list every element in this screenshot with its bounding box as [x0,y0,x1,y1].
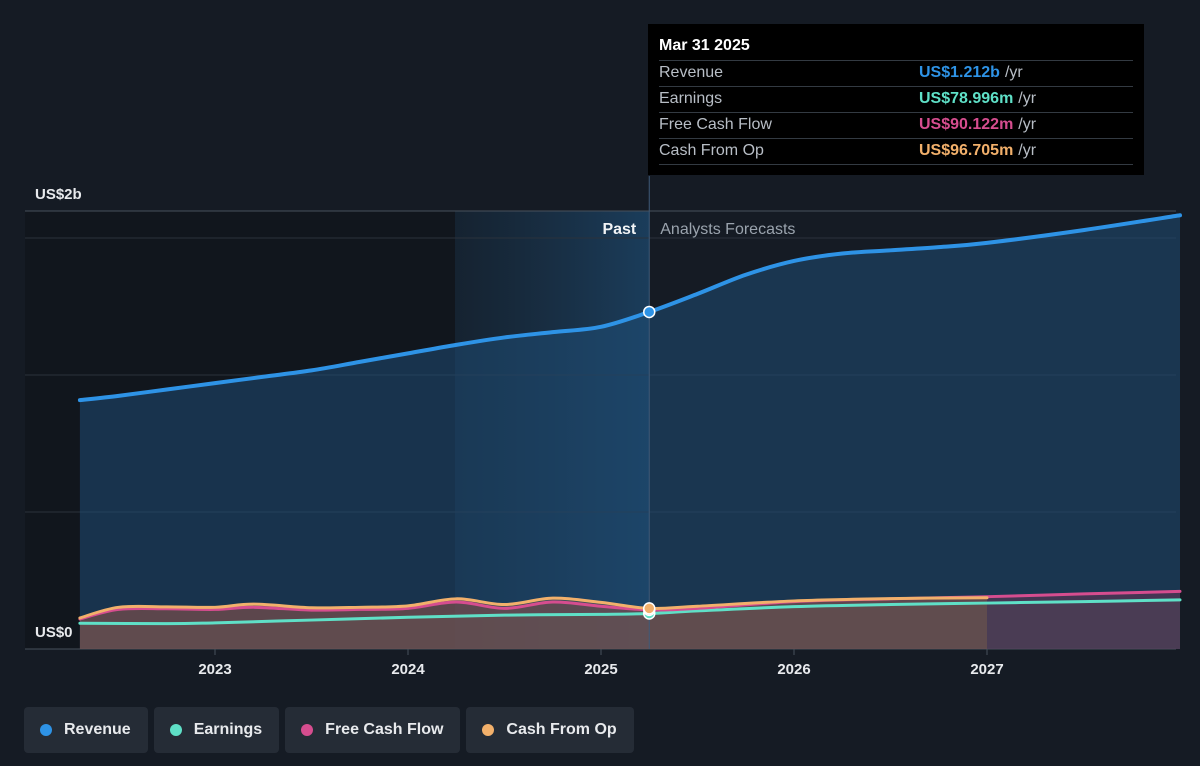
tooltip-unit: /yr [1018,116,1037,133]
x-tick-label: 2025 [584,661,617,678]
tooltip-value: US$1.212b [919,64,1000,81]
legend-dot-icon [482,724,495,736]
tooltip-label: Free Cash Flow [659,116,772,133]
past-label: Past [602,221,636,238]
tooltip-unit: /yr [1018,142,1037,159]
series-lines [77,213,1182,626]
legend-dot-icon [169,724,182,736]
revenue-line [77,213,1182,403]
earnings-line [78,598,1182,626]
legend-dot-icon [40,724,52,736]
tooltip-value: US$96.705m [919,142,1014,159]
tooltip-date: Mar 31 2025 [659,37,750,54]
legend-item-free-cash-flow[interactable]: Free Cash Flow [285,707,461,753]
tooltip-row-earnings: Earnings US$78.996m /yr [659,86,1133,112]
x-axis-ticks: 2023 2024 2025 2026 2027 [198,649,1004,678]
tooltip-label: Earnings [659,90,723,107]
legend-item-earnings[interactable]: Earnings [153,707,280,753]
legend-label: Free Cash Flow [325,721,444,738]
x-tick-label: 2023 [198,661,231,678]
tooltip-unit: /yr [1004,64,1023,81]
tooltip-unit: /yr [1018,90,1037,107]
legend-label: Cash From Op [506,721,617,738]
legend-label: Earnings [193,721,263,738]
tooltip-row-free-cash-flow: Free Cash Flow US$90.122m /yr [659,112,1133,138]
data-tooltip: Mar 31 2025 Revenue US$1.212b /yr Earnin… [648,24,1144,175]
earnings-area [79,599,1180,649]
revenue-marker [643,305,656,319]
tooltip-value: US$78.996m [919,90,1014,107]
cash-from-op-marker [643,602,656,615]
forecast-label: Analysts Forecasts [660,221,795,238]
cash-from-op-line [78,596,989,620]
y-axis-bottom-label: US$0 [35,624,73,641]
revenue-area [79,215,1180,649]
legend-item-revenue[interactable]: Revenue [24,707,148,753]
y-axis-top-label: US$2b [35,186,82,203]
x-tick-label: 2024 [391,661,425,678]
x-tick-label: 2026 [777,661,810,678]
tooltip-row-revenue: Revenue US$1.212b /yr [659,60,1133,86]
legend-dot-icon [301,724,314,736]
tooltip-value: US$90.122m [919,116,1014,133]
x-tick-label: 2027 [970,661,1003,678]
hover-markers [643,305,656,620]
legend-item-cash-from-op[interactable]: Cash From Op [466,707,634,753]
chart-legend: Revenue Earnings Free Cash Flow Cash Fro… [24,707,634,753]
series-areas [79,215,1180,649]
tooltip-row-cash-from-op: Cash From Op US$96.705m /yr [659,138,1133,165]
legend-label: Revenue [64,721,131,738]
tooltip-label: Revenue [659,64,724,81]
tooltip-label: Cash From Op [659,142,764,159]
